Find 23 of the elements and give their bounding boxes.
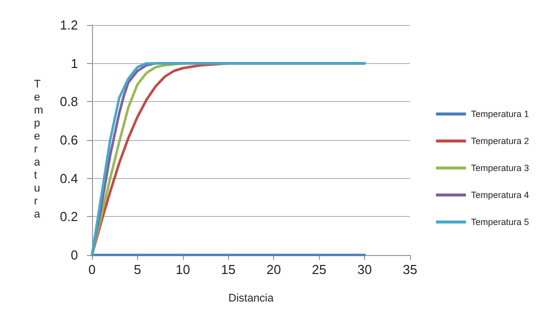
legend-label: Temperatura 2 <box>470 136 529 146</box>
x-tick-label: 35 <box>402 262 418 277</box>
text: Temperatura <box>34 78 44 220</box>
legend-label: Temperatura 3 <box>470 163 529 173</box>
legend-label: Temperatura 4 <box>470 190 529 200</box>
x-tick-label: 5 <box>134 262 142 277</box>
x-tick-label: 30 <box>357 262 372 277</box>
legend-label: Temperatura 1 <box>470 109 529 119</box>
y-tick-label: 1 <box>70 56 78 71</box>
x-axis-title: Distancia <box>228 292 274 304</box>
x-tick-label: 10 <box>176 262 190 277</box>
x-tick-label: 15 <box>221 262 236 277</box>
x-tick-label: 0 <box>88 262 96 277</box>
y-tick-label: 0.4 <box>60 170 78 186</box>
y-tick-label: 0.2 <box>60 209 78 224</box>
y-tick-label: 0.6 <box>60 132 78 148</box>
legend-label: Temperatura 5 <box>470 217 529 227</box>
x-tick-label: 25 <box>312 262 326 277</box>
y-tick-label: 0.8 <box>60 94 78 110</box>
y-tick-label: 1.2 <box>60 18 78 32</box>
line-series <box>90 62 366 256</box>
y-tick-label: 0 <box>70 248 78 262</box>
x-tick-label: 20 <box>266 262 281 277</box>
